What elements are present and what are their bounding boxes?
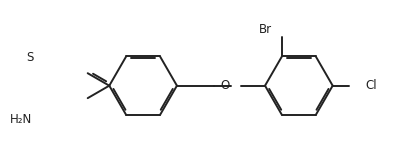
Text: Br: Br (259, 23, 272, 36)
Text: S: S (26, 51, 34, 64)
Text: O: O (221, 79, 230, 92)
Text: Cl: Cl (365, 79, 377, 92)
Text: H₂N: H₂N (10, 113, 32, 126)
